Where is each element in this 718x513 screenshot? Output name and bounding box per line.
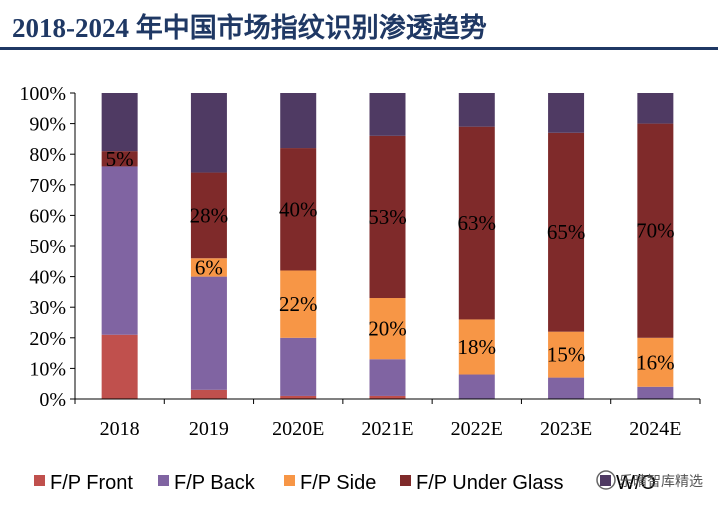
legend-label: F/P Under Glass (416, 472, 563, 494)
bar-segment-f-p-back (101, 166, 138, 335)
y-tick-label: 40% (29, 267, 66, 289)
title-divider (0, 47, 718, 50)
legend-item: F/P Side (284, 472, 376, 494)
bar-segment-f-p-front (101, 334, 138, 399)
data-label: 70% (636, 219, 675, 243)
x-tick-label: 2018 (100, 418, 140, 440)
legend-item: F/P Back (158, 472, 256, 494)
bar-segment-f-p-under-glass (280, 148, 317, 271)
x-tick-label: 2020E (272, 418, 324, 440)
bar-segment-f-p-front (369, 395, 406, 399)
bar-segment-f-p-under-glass (190, 172, 227, 259)
data-label: 53% (368, 205, 407, 229)
bar-segment-f-p-under-glass (369, 135, 406, 299)
bar-segment-f-p-side (369, 298, 406, 360)
data-label: 16% (636, 350, 675, 374)
x-tick-label: 2021E (361, 418, 413, 440)
legend-swatch (34, 475, 45, 486)
bar-segment-f-p-side (637, 337, 674, 387)
watermark-text: 乐晴智库精选 (619, 474, 703, 490)
bar-segment-f-p-back (369, 359, 406, 396)
bar-segment-w-o (190, 93, 227, 173)
watermark: 乐晴智库精选 (596, 470, 703, 490)
x-tick-label: 2022E (451, 418, 503, 440)
data-label: 40% (279, 197, 318, 221)
legend-swatch (600, 475, 611, 486)
data-label: 63% (458, 211, 497, 235)
x-tick-label: 2019 (189, 418, 229, 440)
bar-segment-w-o (458, 93, 495, 127)
bar-segment-w-o (548, 93, 585, 133)
y-tick-label: 100% (19, 83, 66, 105)
legend-item: F/P Front (34, 472, 133, 494)
data-label: 65% (547, 220, 586, 244)
y-tick-label: 50% (29, 236, 66, 258)
data-label: 28% (190, 203, 229, 227)
y-tick-label: 30% (29, 297, 66, 319)
bar-segment-f-p-back (458, 374, 495, 399)
data-label: 22% (279, 292, 318, 316)
bar-segment-f-p-under-glass (548, 132, 585, 332)
y-tick-label: 0% (39, 389, 66, 411)
y-tick-label: 90% (29, 114, 66, 136)
data-label: 6% (195, 255, 223, 279)
y-tick-label: 10% (29, 358, 66, 380)
y-tick-label: 70% (29, 175, 66, 197)
bar-segment-w-o (101, 93, 138, 152)
bar-segment-f-p-back (280, 337, 317, 396)
legend-item: W/O (600, 472, 656, 494)
legend-item: F/P Under Glass (400, 472, 563, 494)
legend-label: F/P Back (174, 472, 256, 494)
y-tick-label: 80% (29, 144, 66, 166)
legend-label: W/O (616, 472, 656, 494)
legend-swatch (158, 475, 169, 486)
bar-segment-w-o (280, 93, 317, 149)
legend-label: F/P Side (300, 472, 376, 494)
bar-segment-f-p-back (190, 276, 227, 390)
legend-label: F/P Front (50, 472, 133, 494)
bar-segment-f-p-side (458, 319, 495, 375)
data-label: 20% (368, 317, 407, 341)
bar-segment-f-p-under-glass (458, 126, 495, 320)
data-label: 18% (458, 335, 497, 359)
x-tick-label: 2024E (629, 418, 681, 440)
data-label: 15% (547, 343, 586, 367)
bar-segment-w-o (637, 93, 674, 124)
bar-segment-f-p-side (548, 331, 585, 378)
legend-swatch (284, 475, 295, 486)
y-tick-label: 60% (29, 205, 66, 227)
y-tick-label: 20% (29, 328, 66, 350)
data-label: 5% (106, 147, 134, 171)
bar-segment-f-p-under-glass (101, 151, 138, 167)
bar-segment-f-p-back (548, 377, 585, 399)
bar-segment-f-p-side (280, 270, 317, 338)
bar-segment-f-p-back (637, 386, 674, 399)
watermark-icon (596, 470, 616, 490)
bar-segment-w-o (369, 93, 406, 136)
bar-segment-f-p-front (190, 389, 227, 399)
bar-segment-f-p-side (190, 258, 227, 277)
bar-segment-f-p-front (280, 395, 317, 399)
bar-segment-f-p-under-glass (637, 123, 674, 338)
x-tick-label: 2023E (540, 418, 592, 440)
legend-swatch (400, 475, 411, 486)
chart-title: 2018-2024 年中国市场指纹识别渗透趋势 (12, 13, 487, 43)
